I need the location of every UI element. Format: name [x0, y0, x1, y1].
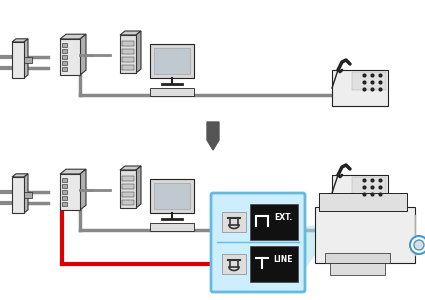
Bar: [222, 212, 246, 232]
Polygon shape: [60, 169, 86, 174]
Circle shape: [414, 240, 424, 250]
Bar: [62, 184, 67, 188]
Bar: [122, 49, 134, 54]
Bar: [332, 70, 388, 106]
Polygon shape: [12, 177, 24, 213]
Bar: [150, 223, 194, 231]
Bar: [62, 190, 67, 194]
Polygon shape: [12, 42, 24, 78]
Bar: [315, 207, 415, 263]
Bar: [62, 196, 67, 200]
Bar: [122, 41, 134, 46]
Bar: [250, 246, 298, 282]
Bar: [325, 253, 390, 263]
Polygon shape: [120, 166, 141, 170]
Bar: [122, 57, 134, 62]
Bar: [150, 88, 194, 96]
FancyArrow shape: [207, 122, 219, 150]
Text: LINE: LINE: [273, 256, 293, 265]
Bar: [352, 177, 386, 195]
Bar: [62, 178, 67, 182]
Circle shape: [410, 236, 425, 254]
FancyBboxPatch shape: [211, 193, 305, 292]
Text: EXT.: EXT.: [274, 214, 292, 223]
Polygon shape: [24, 174, 28, 213]
Bar: [122, 184, 134, 189]
Bar: [154, 48, 190, 74]
Bar: [62, 61, 67, 65]
Polygon shape: [24, 39, 28, 78]
Polygon shape: [12, 174, 28, 177]
Bar: [332, 175, 388, 211]
Polygon shape: [120, 31, 141, 35]
Bar: [319, 193, 407, 211]
Bar: [62, 55, 67, 59]
Bar: [24, 192, 32, 198]
Polygon shape: [60, 174, 80, 210]
Polygon shape: [60, 39, 80, 75]
Bar: [122, 192, 134, 197]
Polygon shape: [80, 169, 86, 210]
Bar: [352, 72, 386, 90]
Polygon shape: [136, 31, 141, 73]
Bar: [150, 179, 194, 213]
Bar: [62, 49, 67, 53]
Bar: [24, 57, 32, 63]
Bar: [62, 67, 67, 71]
Polygon shape: [120, 170, 136, 208]
Polygon shape: [303, 225, 315, 272]
Polygon shape: [60, 34, 86, 39]
Bar: [62, 202, 67, 206]
Polygon shape: [120, 35, 136, 73]
Polygon shape: [80, 34, 86, 75]
Bar: [222, 254, 246, 274]
Bar: [150, 44, 194, 78]
Bar: [250, 204, 298, 240]
Bar: [122, 65, 134, 70]
Bar: [330, 263, 385, 275]
Bar: [154, 183, 190, 209]
Bar: [122, 176, 134, 181]
Bar: [122, 200, 134, 205]
Polygon shape: [136, 166, 141, 208]
Polygon shape: [12, 39, 28, 42]
Bar: [62, 43, 67, 47]
